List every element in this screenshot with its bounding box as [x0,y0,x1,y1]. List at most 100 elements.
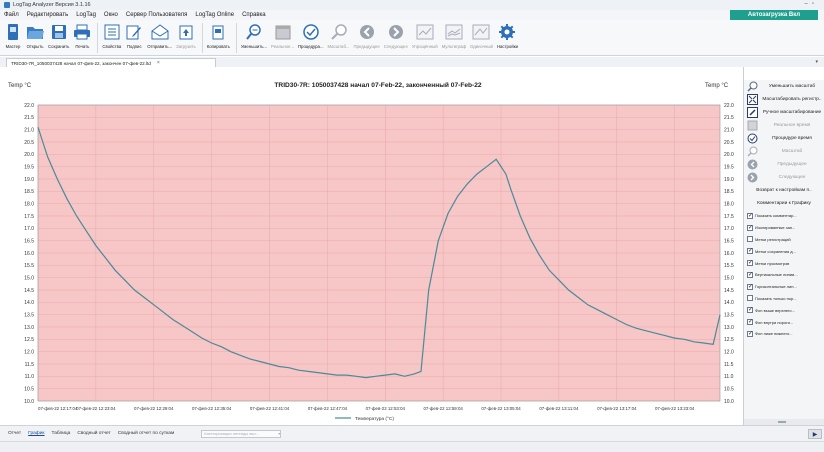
menu-help[interactable]: Справка [242,12,266,18]
checkbox[interactable] [747,318,753,326]
y-tick-label: 14.5 [724,288,734,294]
document-tab[interactable]: TRID30-7R_1050037428 начал 07-фев-22, за… [6,58,216,67]
tab-daily-summary-report[interactable]: Сводный отчет по суткам [117,431,175,436]
y-tick-label: 20.5 [24,140,34,146]
open-button[interactable]: Открыть [26,23,44,49]
play-icon[interactable]: ▶ [808,429,822,439]
vertical-lines-checkbox[interactable]: Вертикальные линии... [744,269,824,281]
menu-window[interactable]: Окно [103,12,118,18]
y-tick-label: 16.0 [724,251,734,257]
y-tick-label: 17.5 [24,214,34,220]
tab-table[interactable]: Таблица [51,431,71,436]
window-title: LogTag Analyzer Версия 3.1.16 [13,2,91,8]
single-chart-button[interactable]: Одиночный [470,23,493,49]
menu-edit[interactable]: Редактировать [26,12,69,18]
y-tick-label: 16.0 [24,251,34,257]
fit-to-log-action[interactable]: Масштабировать регистр.. [744,93,824,106]
procedure-time-action[interactable]: Процедуре время [744,132,824,145]
zoom-out-action[interactable]: Уменьшить масштаб [744,80,824,93]
chart-comments-heading: Комментарии к Графику [757,201,811,206]
x-tick-label: 07-фев-22 12:47:04 [308,406,348,411]
previous-action[interactable]: Предыдущее [744,158,824,171]
procedure-button[interactable]: Процедура... [298,23,324,49]
show-only-thresholds-checkbox[interactable]: Показать только пор... [744,293,824,305]
zoom-out-button[interactable]: Уменьшить... [241,23,267,49]
y-tick-label: 21.5 [724,115,734,121]
copy-button[interactable]: Копировать [207,23,230,49]
horizontal-lines-checkbox[interactable]: Горизонтальные лин... [744,281,824,293]
checkbox[interactable] [747,224,753,231]
checkbox[interactable] [747,247,753,255]
next-action[interactable]: Следующее [744,171,824,184]
tab-chart[interactable]: График [28,431,45,436]
fit-icon [747,94,758,105]
menu-file[interactable]: Файл [4,12,19,18]
zoom-action[interactable]: Масштаб [744,145,824,158]
checkbox[interactable] [747,259,753,267]
y-tick-label: 10.0 [724,399,734,405]
multigraph-button[interactable]: Мультиграф [442,23,466,49]
menu-user-server[interactable]: Сервер Пользователя [125,12,188,18]
upload-button[interactable]: Загрузить [176,23,196,49]
checkbox[interactable] [747,306,753,314]
copy-icon [209,23,227,41]
tab-report[interactable]: Отчет [8,431,22,436]
y-tick-label: 19.0 [724,177,734,183]
y-tick-label: 12.5 [724,337,734,343]
y-tick-label: 11.5 [724,362,734,368]
previous-button[interactable]: Предыдущее [353,23,380,49]
isolated-records-checkbox[interactable]: Изолированные зап... [744,222,824,234]
y-tick-label: 18.5 [724,189,734,195]
y-axis-label-right: Temp °C [705,83,729,89]
menu-logtag[interactable]: LogTag [76,12,96,18]
reset-settings-button[interactable]: Возврат к настройкам п.. [756,188,812,193]
scrollbar-thumb[interactable] [778,421,786,423]
registration-marks-checkbox[interactable]: Метки регистраций [744,234,824,246]
y-tick-label: 15.5 [724,263,734,269]
close-icon[interactable]: × [156,60,160,66]
print-button[interactable]: Печать [73,23,91,49]
menu-logtag-online[interactable]: LogTag Online [195,12,235,18]
y-tick-label: 18.0 [724,201,734,207]
grid [37,104,721,402]
y-tick-label: 10.5 [24,386,34,392]
background-above-upper-checkbox[interactable]: Фон выше верхнего... [744,304,824,316]
save-button[interactable]: Сохранить [48,23,69,49]
legend-categorize-dropdown[interactable]: Категоризация легенды вкл... [201,429,282,438]
simple-chart-button[interactable]: Упрощённый [412,23,438,49]
settings-button[interactable]: Настройки [497,23,518,49]
chart-options-list: Показать комментар... Изолированные зап.… [744,210,824,340]
y-tick-label: 12.0 [724,349,734,355]
checkbox[interactable] [747,271,753,278]
show-comments-checkbox[interactable]: Показать комментар... [744,210,824,222]
sign-button[interactable]: Подпис [125,23,143,49]
checkbox[interactable] [747,295,753,302]
x-tick-label: 07-фев-22 12:17:04 [38,406,78,411]
manual-scale-action[interactable]: Ручное масштабирование [744,106,824,119]
background-inside-thresholds-checkbox[interactable]: Фон внутри пороги... [744,316,824,328]
right-panel-scrollbar[interactable] [744,419,824,425]
background-below-lower-checkbox[interactable]: Фон ниже нижнего... [744,328,824,340]
zoom-button[interactable]: Масштаб... [328,23,349,49]
checkbox[interactable] [747,330,753,337]
checkbox[interactable] [747,283,753,290]
document-tab-bar: TRID30-7R_1050037428 начал 07-фев-22, за… [0,57,824,67]
view-marks-checkbox[interactable]: Метки просмотров [744,257,824,269]
next-button[interactable]: Следующее [384,23,408,49]
autoload-button[interactable]: Автозагрузка Вкл [730,10,818,20]
window-controls[interactable]: –▫ [804,1,818,7]
y-tick-label: 13.0 [24,325,34,331]
save-marks-checkbox[interactable]: Метки сохранения д... [744,245,824,257]
chevron-down-icon[interactable]: ▾ [815,59,818,65]
zoom-icon [330,23,348,41]
checkbox[interactable] [747,236,753,243]
send-button[interactable]: Отправить... [147,23,172,49]
properties-button[interactable]: Свойства [102,23,121,49]
checkbox[interactable] [747,212,753,219]
tab-summary-report[interactable]: Сводный отчет [77,431,111,436]
real-time-action[interactable]: Реальное время [744,119,824,132]
y-tick-label: 20.0 [724,152,734,158]
wizard-button[interactable]: Мастер [4,23,22,49]
y-tick-label: 10.0 [24,399,34,405]
real-time-button[interactable]: Реальное... [271,23,294,49]
